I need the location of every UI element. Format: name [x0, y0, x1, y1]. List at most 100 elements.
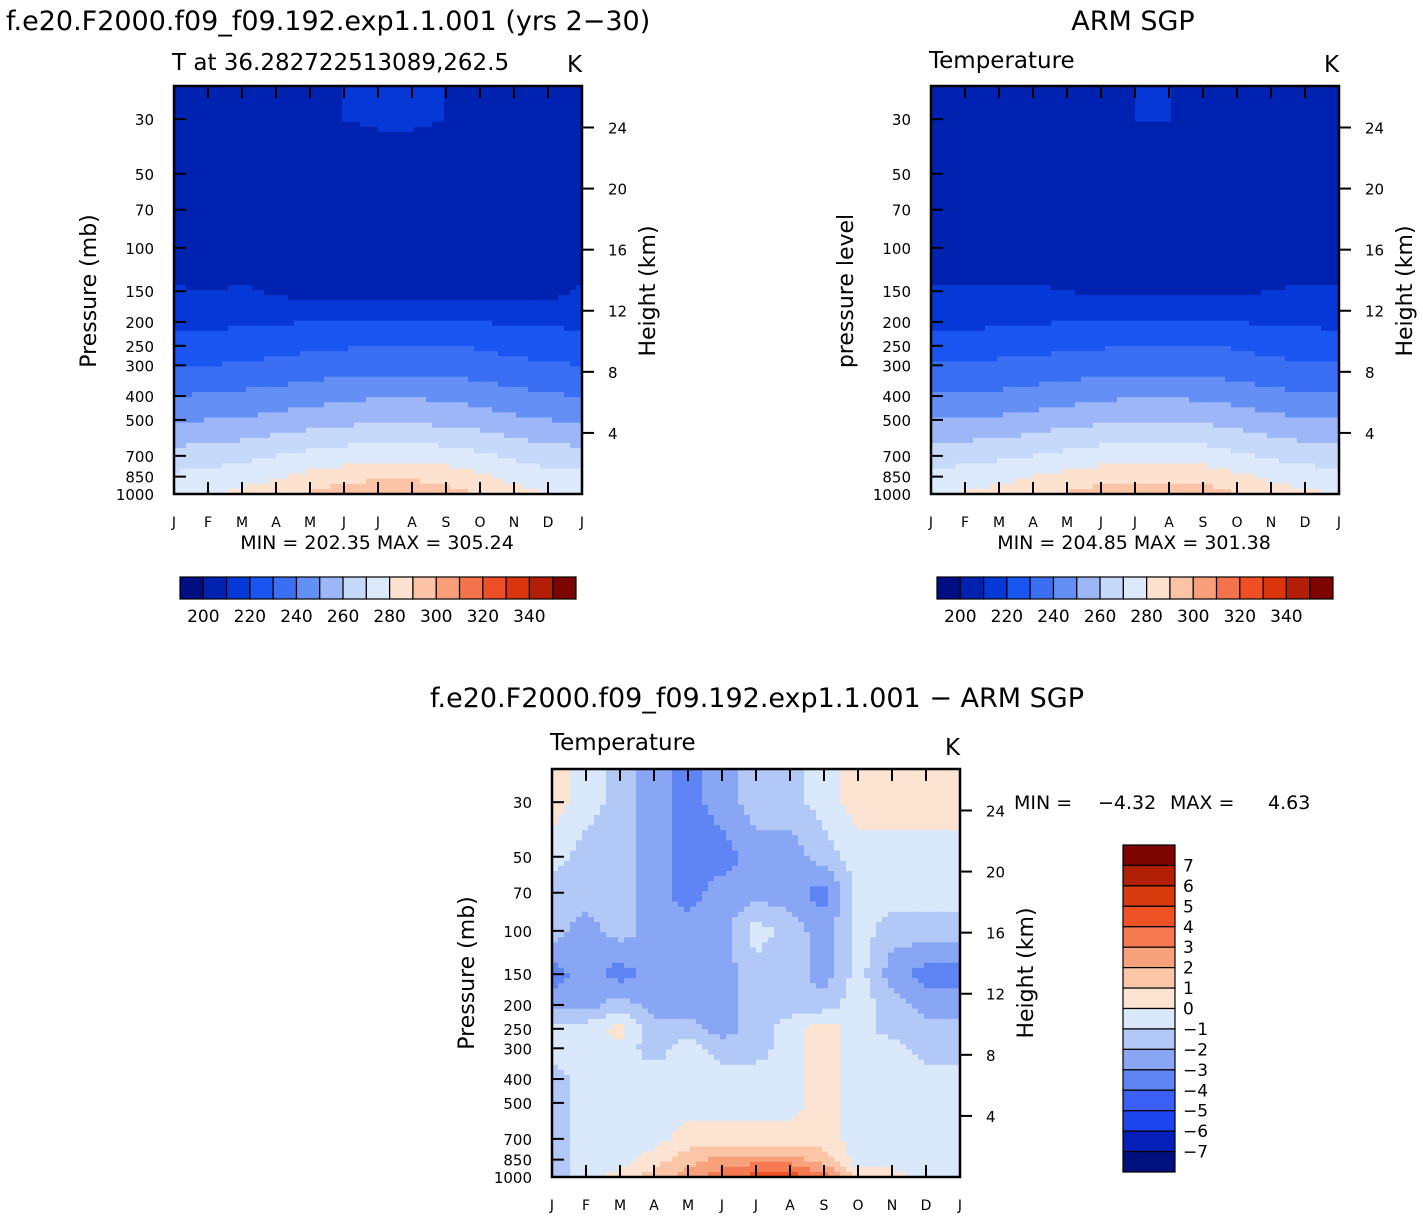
contour-cell — [210, 330, 217, 337]
contour-cell — [300, 376, 307, 383]
contour-cell — [420, 152, 427, 158]
contour-cell — [186, 417, 193, 424]
contour-cell — [360, 366, 367, 373]
contour-cell — [264, 142, 271, 148]
contour-cell — [576, 91, 582, 97]
contour-cell — [408, 157, 415, 164]
contour-cell — [414, 264, 421, 271]
contour-cell — [210, 162, 217, 169]
contour-cell — [294, 162, 301, 169]
contour-cell — [390, 284, 397, 291]
contour-cell — [390, 106, 397, 113]
contour-cell — [330, 264, 337, 271]
contour-cell — [210, 386, 217, 393]
contour-cell — [294, 223, 301, 230]
contour-cell — [342, 320, 349, 327]
contour-cell — [174, 392, 181, 398]
contour-cell — [186, 346, 193, 352]
contour-cell — [522, 284, 529, 291]
contour-cell — [378, 162, 385, 169]
contour-cell — [354, 116, 361, 123]
contour-cell — [426, 453, 433, 459]
contour-cell — [318, 182, 325, 189]
contour-cell — [186, 443, 193, 449]
contour-cell — [450, 346, 457, 352]
contour-cell — [306, 432, 313, 439]
contour-cell — [396, 432, 403, 439]
contour-cell — [282, 167, 289, 174]
contour-cell — [336, 198, 343, 204]
contour-cell — [522, 239, 529, 245]
contour-cell — [372, 269, 379, 276]
contour-cell — [528, 392, 535, 398]
contour-cell — [342, 121, 349, 128]
contour-cell — [240, 96, 247, 102]
contour-cell — [198, 96, 205, 102]
contour-cell — [372, 381, 379, 388]
contour-cell — [198, 106, 205, 113]
contour-cell — [480, 86, 487, 92]
contour-cell — [246, 193, 253, 199]
contour-cell — [540, 330, 547, 337]
contour-cell — [522, 152, 529, 158]
contour-cell — [186, 203, 193, 209]
contour-cell — [258, 86, 265, 92]
contour-cell — [498, 213, 505, 220]
contour-cell — [408, 269, 415, 276]
contour-cell — [480, 157, 487, 164]
contour-cell — [276, 366, 283, 373]
contour-cell — [288, 91, 295, 97]
contour-cell — [312, 233, 319, 240]
contour-cell — [408, 126, 415, 133]
contour-cell — [450, 121, 457, 128]
contour-cell — [264, 116, 271, 123]
contour-cell — [240, 177, 247, 184]
contour-cell — [390, 330, 397, 337]
contour-cell — [258, 427, 265, 434]
contour-cell — [492, 356, 499, 362]
contour-cell — [558, 330, 565, 337]
contour-cell — [402, 188, 409, 194]
contour-cell — [540, 162, 547, 169]
contour-cell — [438, 402, 445, 408]
contour-cell — [444, 249, 451, 255]
contour-cell — [486, 198, 493, 204]
contour-cell — [360, 422, 367, 429]
contour-cell — [312, 305, 319, 311]
contour-cell — [318, 198, 325, 204]
contour-cell — [324, 223, 331, 230]
contour-cell — [252, 239, 259, 245]
contour-cell — [192, 167, 199, 174]
contour-cell — [312, 341, 319, 347]
contour-cell — [402, 152, 409, 158]
contour-cell — [204, 259, 211, 266]
contour-cell — [396, 320, 403, 327]
contour-cell — [282, 259, 289, 266]
contour-cell — [330, 111, 337, 118]
contour-cell — [222, 320, 229, 327]
contour-cell — [198, 218, 205, 225]
contour-cell — [204, 193, 211, 199]
contour-cell — [468, 152, 475, 158]
contour-cell — [246, 397, 253, 403]
contour-cell — [348, 407, 355, 413]
contour-cell — [510, 121, 517, 128]
contour-cell — [450, 325, 457, 332]
contour-cell — [498, 142, 505, 148]
contour-cell — [288, 259, 295, 266]
contour-cell — [300, 106, 307, 113]
contour-cell — [192, 386, 199, 393]
contour-cell — [372, 121, 379, 128]
contour-cell — [360, 239, 367, 245]
contour-cell — [438, 417, 445, 424]
contour-cell — [276, 417, 283, 424]
contour-cell — [204, 233, 211, 240]
contour-cell — [354, 101, 361, 107]
contour-cell — [372, 152, 379, 158]
contour-cell — [282, 402, 289, 408]
contour-cell — [210, 264, 217, 271]
contour-cell — [372, 346, 379, 352]
contour-cell — [384, 290, 391, 296]
contour-cell — [462, 315, 469, 322]
contour-cell — [540, 407, 547, 413]
